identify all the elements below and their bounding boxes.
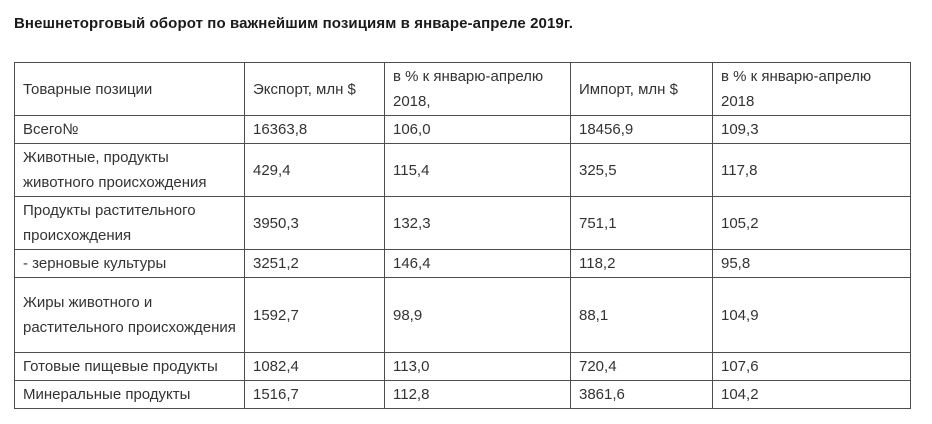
header-cell-commodity: Товарные позиции xyxy=(14,62,245,116)
table-cell: 112,8 xyxy=(384,380,571,409)
table-cell: 132,3 xyxy=(384,196,571,250)
header-cell-import-pct: в % к январю-апрелю 2018 xyxy=(712,62,911,116)
table-cell: 3251,2 xyxy=(244,249,385,278)
table-cell: Продукты растительного происхождения xyxy=(14,196,245,250)
table-cell: 751,1 xyxy=(570,196,713,250)
table-cell: 107,6 xyxy=(712,352,911,381)
table-cell: 118,2 xyxy=(570,249,713,278)
table-cell: 720,4 xyxy=(570,352,713,381)
table-header-row: Товарные позиции Экспорт, млн $ в % к ян… xyxy=(14,62,911,116)
table-cell: 115,4 xyxy=(384,143,571,197)
header-cell-import: Импорт, млн $ xyxy=(570,62,713,116)
table-cell: 325,5 xyxy=(570,143,713,197)
table-cell: 95,8 xyxy=(712,249,911,278)
table-cell: 16363,8 xyxy=(244,115,385,144)
table-cell: 3950,3 xyxy=(244,196,385,250)
table-cell: 104,2 xyxy=(712,380,911,409)
header-cell-export: Экспорт, млн $ xyxy=(244,62,385,116)
table-row-minerals: Минеральные продукты 1516,7 112,8 3861,6… xyxy=(14,380,911,409)
header-cell-export-pct: в % к январю-апрелю 2018, xyxy=(384,62,571,116)
table-cell: Животные, продукты животного происхожден… xyxy=(14,143,245,197)
table-cell: 146,4 xyxy=(384,249,571,278)
table-cell: 429,4 xyxy=(244,143,385,197)
table-cell: Готовые пищевые продукты xyxy=(14,352,245,381)
table-row-grain: - зерновые культуры 3251,2 146,4 118,2 9… xyxy=(14,249,911,278)
table-cell: Минеральные продукты xyxy=(14,380,245,409)
table-cell: 106,0 xyxy=(384,115,571,144)
table-cell: 88,1 xyxy=(570,277,713,353)
table-cell: 105,2 xyxy=(712,196,911,250)
table-cell: 18456,9 xyxy=(570,115,713,144)
table-cell: 1592,7 xyxy=(244,277,385,353)
table-cell: - зерновые культуры xyxy=(14,249,245,278)
table-cell: 117,8 xyxy=(712,143,911,197)
table-cell: 98,9 xyxy=(384,277,571,353)
table-cell: 3861,6 xyxy=(570,380,713,409)
table-cell: 1082,4 xyxy=(244,352,385,381)
table-row-total: Всего№ 16363,8 106,0 18456,9 109,3 xyxy=(14,115,911,144)
table-row-fats: Жиры животного и растительного происхожд… xyxy=(14,277,911,353)
table-cell: 104,9 xyxy=(712,277,911,353)
table-cell: Всего№ xyxy=(14,115,245,144)
table-row-prepared-food: Готовые пищевые продукты 1082,4 113,0 72… xyxy=(14,352,911,381)
table-cell: 1516,7 xyxy=(244,380,385,409)
table-cell: Жиры животного и растительного происхожд… xyxy=(14,277,245,353)
table-row-animals: Животные, продукты животного происхожден… xyxy=(14,143,911,197)
table-cell: 109,3 xyxy=(712,115,911,144)
trade-turnover-table: Товарные позиции Экспорт, млн $ в % к ян… xyxy=(14,62,911,409)
table-cell: 113,0 xyxy=(384,352,571,381)
table-row-vegetable: Продукты растительного происхождения 395… xyxy=(14,196,911,250)
page-title: Внешнеторговый оборот по важнейшим позиц… xyxy=(14,15,573,32)
